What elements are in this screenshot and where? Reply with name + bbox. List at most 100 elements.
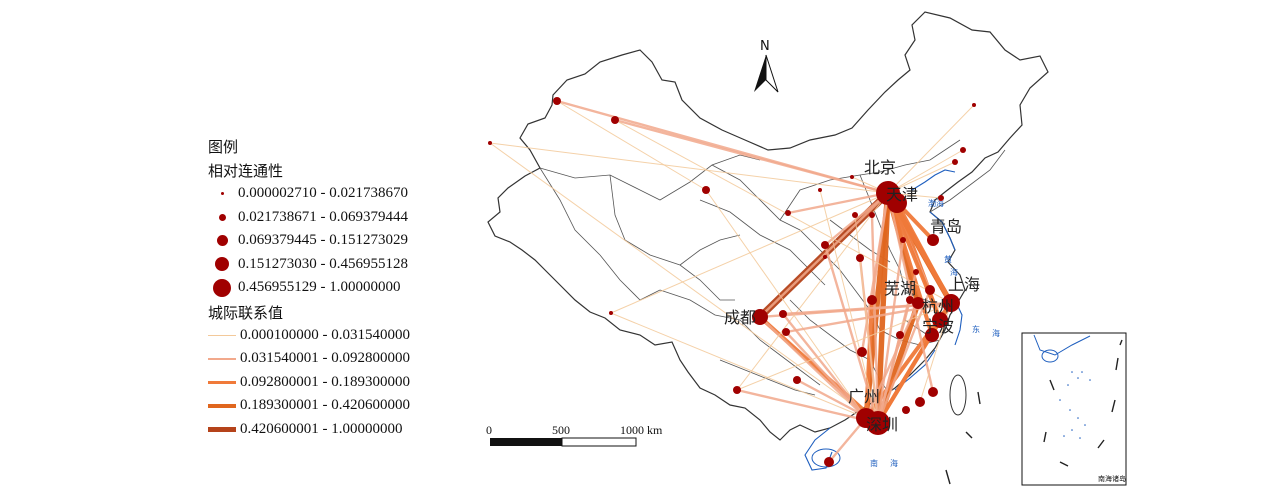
city-node bbox=[972, 103, 976, 107]
city-node bbox=[611, 116, 619, 124]
sea-label-huang-2: 海 bbox=[950, 267, 958, 277]
legend-link-label: 0.189300001 - 0.420600000 bbox=[240, 397, 410, 414]
legend-link-heading: 城际联系值 bbox=[208, 303, 284, 322]
legend-link-row: 0.420600001 - 1.00000000 bbox=[208, 418, 468, 442]
legend-node-label: 0.151273030 - 0.456955128 bbox=[238, 255, 408, 272]
city-link bbox=[887, 104, 975, 194]
legend-node-row: 0.069379445 - 0.151273029 bbox=[208, 229, 468, 253]
south-sea-inset: 南海诸岛 bbox=[1021, 332, 1127, 486]
city-label-beijing: 北京 bbox=[864, 158, 896, 177]
city-label-tianjin: 天津 bbox=[886, 185, 918, 204]
city-link bbox=[887, 161, 956, 194]
city-link bbox=[886, 191, 942, 322]
city-node bbox=[793, 376, 801, 384]
city-node bbox=[733, 386, 741, 394]
legend-node-dot bbox=[218, 213, 226, 221]
legend-node-label: 0.000002710 - 0.021738670 bbox=[238, 185, 408, 202]
legend-node-row: 0.021738671 - 0.069379444 bbox=[208, 206, 468, 230]
hainan-island bbox=[811, 448, 841, 468]
city-node bbox=[752, 309, 768, 325]
legend-link-label: 0.092800001 - 0.189300000 bbox=[240, 373, 410, 390]
city-link bbox=[610, 192, 889, 314]
city-link bbox=[864, 298, 874, 420]
legend-node-symbol bbox=[208, 206, 236, 229]
city-label-shenzhen: 深圳 bbox=[866, 415, 898, 434]
taiwan-island bbox=[949, 374, 967, 416]
legend-node-dot bbox=[216, 235, 228, 247]
scale-bar: 0 500 1000 km bbox=[486, 423, 663, 447]
legend-node-dot bbox=[213, 278, 231, 297]
legend-node-row: 0.456955129 - 1.00000000 bbox=[208, 276, 468, 300]
city-label-ningbo: 宁波 bbox=[922, 317, 954, 336]
sea-label-huang: 黄 bbox=[944, 254, 952, 264]
legend-link-label: 0.420600001 - 1.00000000 bbox=[240, 420, 403, 437]
legend-node-label: 0.456955129 - 1.00000000 bbox=[238, 279, 401, 296]
legend-node-heading: 相对连通性 bbox=[208, 162, 284, 180]
legend-link-line bbox=[208, 380, 236, 384]
scale-label-500: 500 bbox=[552, 423, 570, 437]
city-link bbox=[736, 302, 952, 391]
city-node bbox=[857, 347, 867, 357]
legend-link-row: 0.189300001 - 0.420600000 bbox=[208, 394, 468, 418]
legend-node-symbol bbox=[208, 253, 236, 276]
legend-node-row: 0.000002710 - 0.021738670 bbox=[208, 182, 468, 206]
city-node bbox=[887, 193, 907, 213]
inset-coast bbox=[1033, 334, 1091, 356]
node-layer bbox=[488, 97, 976, 467]
city-link bbox=[489, 142, 889, 194]
city-node bbox=[856, 254, 864, 262]
legend-link-symbol bbox=[208, 394, 238, 417]
scale-bar-white bbox=[561, 437, 637, 447]
city-node bbox=[906, 296, 914, 304]
city-link bbox=[876, 298, 912, 425]
city-link bbox=[876, 288, 932, 425]
city-link bbox=[786, 191, 890, 215]
dash-line bbox=[945, 391, 981, 485]
city-node bbox=[782, 328, 790, 336]
city-node bbox=[938, 195, 944, 201]
legend-node-dot bbox=[215, 257, 229, 272]
city-link bbox=[854, 214, 879, 424]
city-node bbox=[609, 311, 613, 315]
city-link bbox=[823, 243, 880, 425]
city-node bbox=[850, 175, 854, 179]
city-link bbox=[819, 189, 879, 424]
city-label-chengdu: 成都 bbox=[724, 308, 756, 327]
city-link bbox=[736, 192, 889, 391]
city-node bbox=[928, 387, 938, 397]
city-link bbox=[614, 119, 952, 304]
legend-node-symbol bbox=[208, 182, 236, 205]
legend-node-row: 0.151273030 - 0.456955128 bbox=[208, 253, 468, 277]
city-node bbox=[488, 141, 492, 145]
city-node bbox=[960, 147, 966, 153]
north-arrow-icon bbox=[754, 55, 766, 92]
north-arrow-icon-right bbox=[765, 54, 779, 93]
city-link bbox=[870, 213, 880, 425]
scale-label-0: 0 bbox=[486, 423, 492, 437]
city-link bbox=[781, 312, 868, 420]
legend-link-line bbox=[208, 357, 236, 360]
legend-link-row: 0.092800001 - 0.189300000 bbox=[208, 371, 468, 395]
city-node bbox=[856, 408, 876, 428]
city-link bbox=[876, 238, 905, 425]
legend-link-symbol bbox=[208, 418, 238, 441]
inset-hainan bbox=[1041, 349, 1059, 363]
legend-link-symbol bbox=[208, 347, 238, 370]
city-link bbox=[758, 191, 890, 319]
map-legend: 图例 相对连通性 0.000002710 - 0.021738670 0.0217… bbox=[208, 136, 468, 441]
city-node bbox=[912, 297, 924, 309]
legend-link-line bbox=[208, 334, 236, 336]
city-link bbox=[864, 301, 920, 420]
legend-node-symbol bbox=[208, 229, 236, 252]
city-node bbox=[925, 285, 935, 295]
city-link bbox=[556, 100, 707, 191]
city-label-wuhu: 芜湖 bbox=[884, 279, 916, 298]
city-node bbox=[818, 188, 822, 192]
city-node bbox=[925, 328, 939, 342]
north-arrow: N bbox=[754, 39, 779, 93]
sea-label-dong-2: 海 bbox=[992, 328, 1000, 338]
sea-label-nan: 南 bbox=[870, 458, 878, 468]
city-label-qingdao: 青岛 bbox=[930, 217, 962, 236]
city-node bbox=[867, 295, 877, 305]
